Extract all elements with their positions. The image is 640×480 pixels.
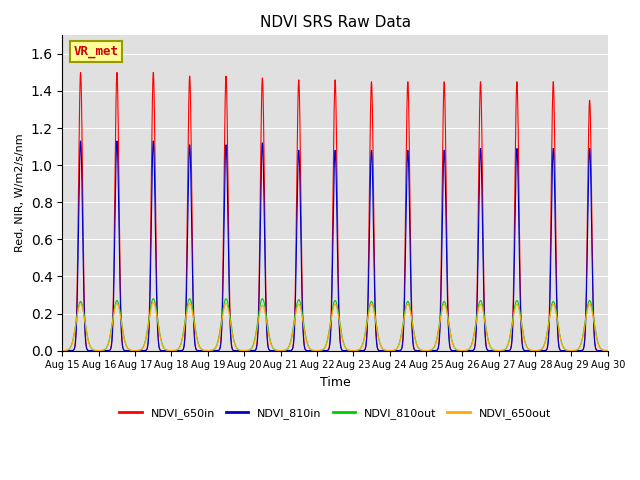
X-axis label: Time: Time — [320, 376, 351, 389]
Title: NDVI SRS Raw Data: NDVI SRS Raw Data — [260, 15, 411, 30]
Y-axis label: Red, NIR, W/m2/s/nm: Red, NIR, W/m2/s/nm — [15, 133, 25, 252]
Text: VR_met: VR_met — [74, 45, 118, 58]
Legend: NDVI_650in, NDVI_810in, NDVI_810out, NDVI_650out: NDVI_650in, NDVI_810in, NDVI_810out, NDV… — [115, 404, 556, 423]
